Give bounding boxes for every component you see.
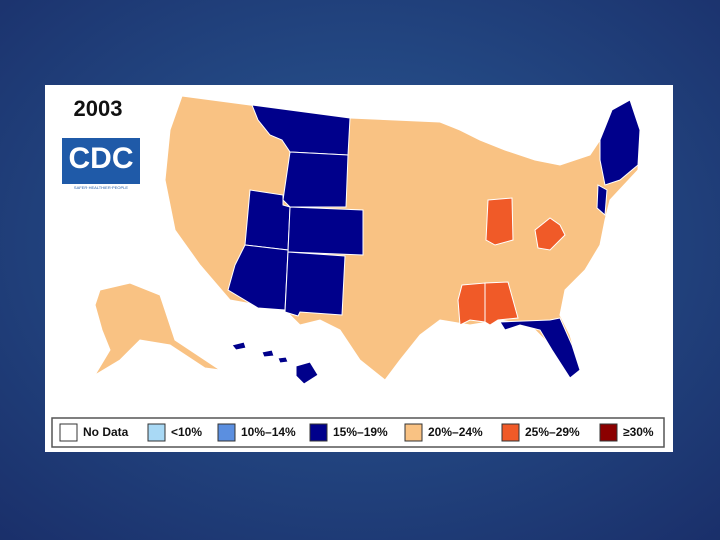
legend-label: 20%–24% [428, 425, 483, 439]
region [231, 341, 247, 351]
map-title: 2003 [74, 96, 123, 121]
region [534, 217, 566, 251]
region [284, 251, 346, 317]
region [287, 206, 364, 256]
region [282, 151, 349, 208]
legend-swatch [217, 423, 236, 442]
region [251, 104, 351, 156]
legend-label: 15%–19% [333, 425, 388, 439]
legend-swatch [59, 423, 78, 442]
region [596, 184, 608, 217]
region [277, 356, 289, 364]
region [499, 317, 581, 379]
legend-label: <10% [171, 425, 202, 439]
region [457, 282, 486, 326]
region [484, 281, 519, 326]
legend-swatch [599, 423, 618, 442]
legend-swatch [404, 423, 423, 442]
region [261, 349, 275, 358]
legend: No Data <10% 10%–14% 15%–19% 20%–24% 25%–29% ≥… [59, 423, 654, 442]
legend-label: No Data [83, 425, 129, 439]
region [599, 99, 641, 186]
legend-swatch [501, 423, 520, 442]
legend-box [51, 417, 665, 448]
region [295, 361, 319, 385]
region [485, 197, 514, 246]
logo-tagline: SAFER·HEALTHIER·PEOPLE [74, 185, 128, 190]
map [94, 95, 641, 385]
legend-label: ≥30% [623, 425, 654, 439]
region [244, 189, 291, 251]
legend-label: 10%–14% [241, 425, 296, 439]
region [94, 282, 221, 376]
legend-swatch [147, 423, 166, 442]
legend-label: 25%–29% [525, 425, 580, 439]
legend-swatch [309, 423, 328, 442]
region [227, 244, 289, 311]
logo-text: CDC [69, 142, 134, 175]
logo-box [62, 138, 140, 184]
